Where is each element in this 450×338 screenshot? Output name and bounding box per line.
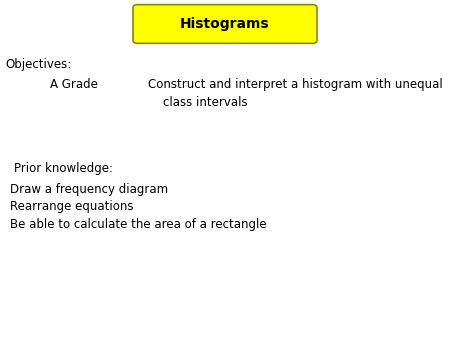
- Text: Prior knowledge:: Prior knowledge:: [14, 162, 113, 175]
- Text: Histograms: Histograms: [180, 17, 270, 31]
- Text: Draw a frequency diagram: Draw a frequency diagram: [10, 183, 168, 196]
- Text: Be able to calculate the area of a rectangle: Be able to calculate the area of a recta…: [10, 218, 266, 231]
- Text: A Grade: A Grade: [50, 78, 98, 91]
- FancyBboxPatch shape: [133, 5, 317, 43]
- Text: Rearrange equations: Rearrange equations: [10, 200, 134, 213]
- Text: Construct and interpret a histogram with unequal: Construct and interpret a histogram with…: [148, 78, 443, 91]
- Text: Objectives:: Objectives:: [5, 58, 71, 71]
- Text: class intervals: class intervals: [163, 96, 248, 109]
